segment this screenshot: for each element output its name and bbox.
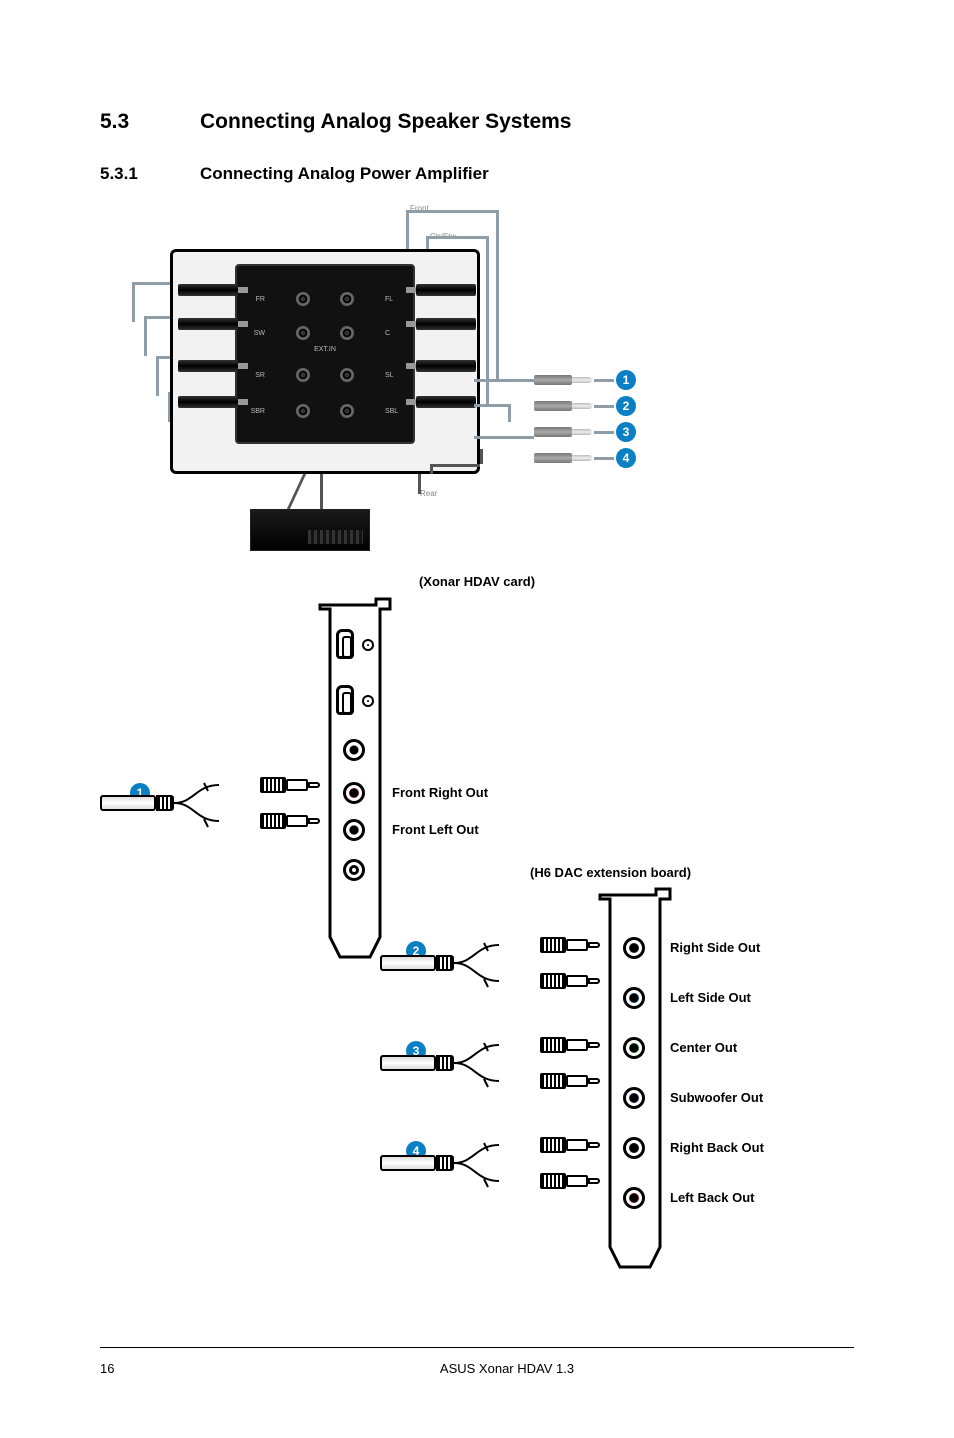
- y-cable-4: [380, 1133, 620, 1193]
- mini-jack: [534, 426, 594, 438]
- rca-plug: [416, 396, 476, 408]
- label-subwoofer-out: Subwoofer Out: [670, 1090, 763, 1105]
- page-number: 16: [100, 1361, 160, 1376]
- page-footer: 16 ASUS Xonar HDAV 1.3: [100, 1361, 854, 1376]
- rca-plug: [178, 318, 238, 330]
- callout-3: 3: [616, 422, 636, 442]
- cards-diagram: Front Right Out Front Left Out 1 (H6 DAC…: [100, 597, 860, 1297]
- hdmi-port: [336, 685, 354, 715]
- jack: [343, 859, 365, 881]
- jack-right-back: [623, 1137, 645, 1159]
- amp-label-sbr: SBR: [245, 408, 265, 415]
- mini-jack: [534, 400, 594, 412]
- rca-plug: [178, 284, 238, 296]
- jack-front-right: [343, 782, 365, 804]
- callout-1: 1: [616, 370, 636, 390]
- amp-jack-fl: [340, 292, 354, 306]
- jack-right-side: [623, 937, 645, 959]
- subsection-number: 5.3.1: [100, 164, 200, 184]
- subsection-heading: 5.3.1 Connecting Analog Power Amplifier: [100, 164, 854, 184]
- label-left-back-out: Left Back Out: [670, 1190, 755, 1205]
- amp-jack-sw: [296, 326, 310, 340]
- amp-label-sr: SR: [245, 372, 265, 379]
- subsection-title: Connecting Analog Power Amplifier: [200, 164, 489, 184]
- jack-left-back: [623, 1187, 645, 1209]
- amp-label-c: C: [385, 330, 405, 337]
- footer-rule: [100, 1347, 854, 1348]
- label-front-right-out: Front Right Out: [392, 785, 488, 800]
- caption-xonar-card: (Xonar HDAV card): [100, 574, 854, 589]
- amp-label-sw: SW: [245, 330, 265, 337]
- rca-plug: [416, 360, 476, 372]
- mini-jack: [534, 374, 594, 386]
- av-receiver: [250, 509, 370, 551]
- amp-label-fl: FL: [385, 296, 405, 303]
- label-center-out: Center Out: [670, 1040, 737, 1055]
- jack-center: [623, 1037, 645, 1059]
- amp-jack-sl: [340, 368, 354, 382]
- mini-jack: [534, 452, 594, 464]
- rca-plug: [416, 318, 476, 330]
- label-front-left-out: Front Left Out: [392, 822, 479, 837]
- hdmi-port: [336, 629, 354, 659]
- y-cable-3: [380, 1033, 620, 1093]
- amp-jack-sbr: [296, 404, 310, 418]
- jack-subwoofer: [623, 1087, 645, 1109]
- y-cable-1: [100, 773, 340, 833]
- footer-text: ASUS Xonar HDAV 1.3: [160, 1361, 854, 1376]
- amp-label-sbl: SBL: [385, 408, 405, 415]
- amp-jack-sr: [296, 368, 310, 382]
- section-heading: 5.3 Connecting Analog Speaker Systems: [100, 110, 854, 134]
- label-left-side-out: Left Side Out: [670, 990, 751, 1005]
- amp-label-sl: SL: [385, 372, 405, 379]
- jack: [343, 739, 365, 761]
- rca-plug: [178, 396, 238, 408]
- caption-h6-board: (H6 DAC extension board): [530, 865, 691, 880]
- section-title: Connecting Analog Speaker Systems: [200, 110, 572, 134]
- callout-4: 4: [616, 448, 636, 468]
- jack-left-side: [623, 987, 645, 1009]
- screw-icon: [362, 639, 374, 651]
- amp-jack-sbl: [340, 404, 354, 418]
- label-right-side-out: Right Side Out: [670, 940, 760, 955]
- jack-front-left: [343, 819, 365, 841]
- screw-icon: [362, 695, 374, 707]
- amplifier-diagram: Front Ctr/Stw Side Rear FR FL: [120, 204, 720, 564]
- amp-jack-fr: [296, 292, 310, 306]
- amp-label-extin: EXT.IN: [237, 346, 413, 353]
- label-right-back-out: Right Back Out: [670, 1140, 764, 1155]
- amp-jack-c: [340, 326, 354, 340]
- section-number: 5.3: [100, 110, 200, 134]
- callout-2: 2: [616, 396, 636, 416]
- amp-label-fr: FR: [245, 296, 265, 303]
- y-cable-2: [380, 933, 620, 993]
- label-rear: Rear: [420, 489, 437, 498]
- amplifier-panel: FR FL SW C EXT.IN SR SL SBR: [235, 264, 415, 444]
- rca-plug: [416, 284, 476, 296]
- rca-plug: [178, 360, 238, 372]
